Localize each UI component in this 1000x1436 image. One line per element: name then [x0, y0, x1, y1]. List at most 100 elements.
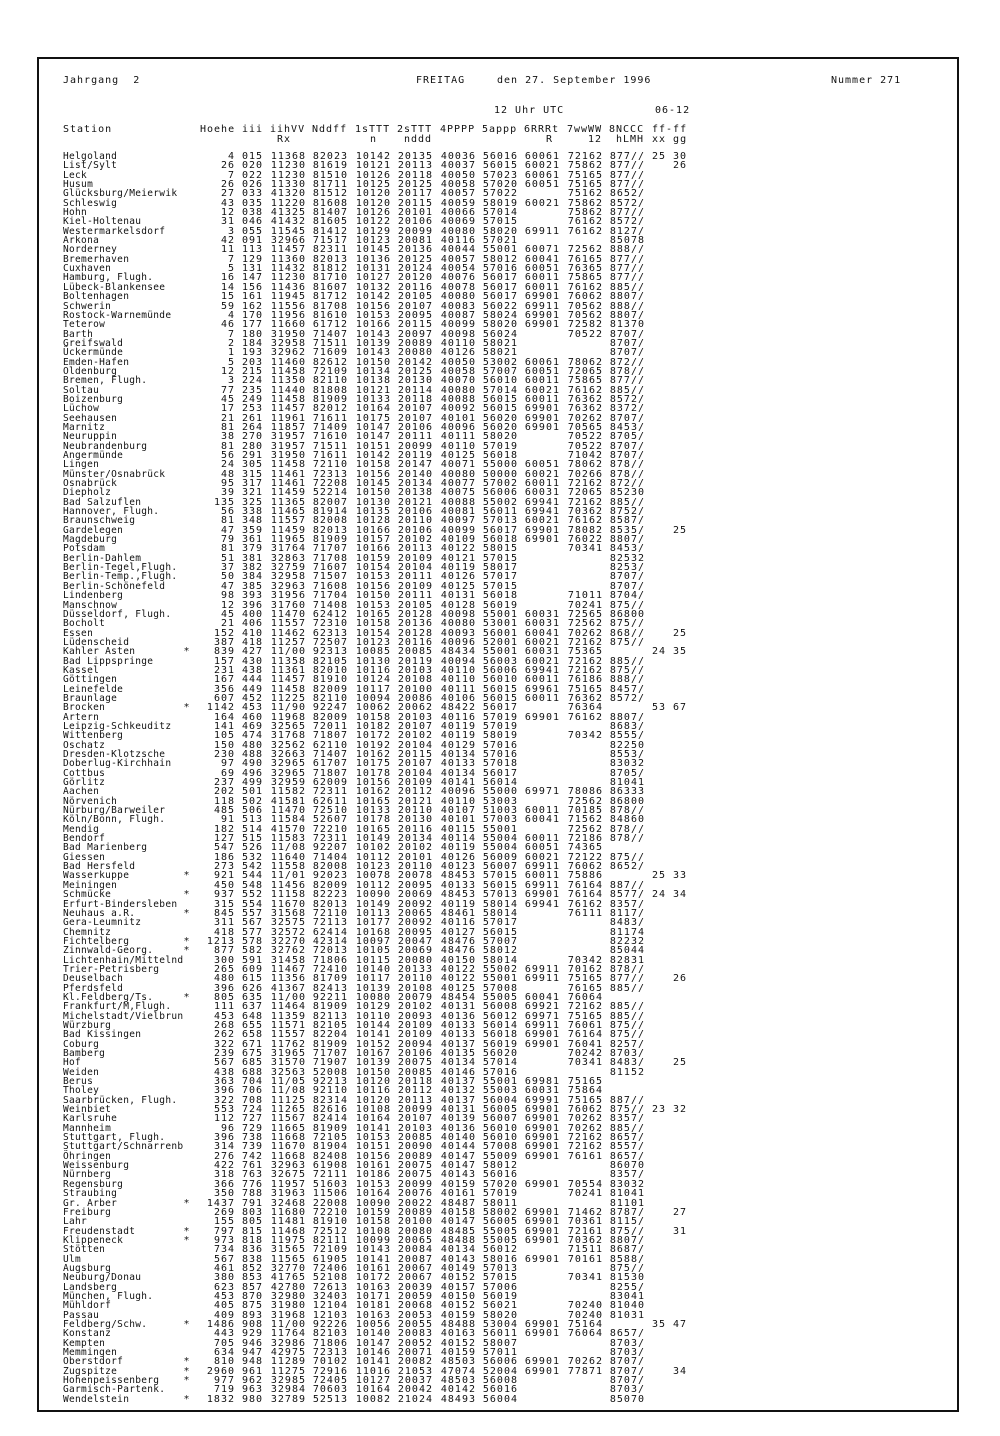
- station-name: Memmingen: [63, 1347, 118, 1358]
- cell-1sTTT: 10177: [355, 917, 391, 929]
- cell-1sTTT: 10140: [355, 963, 391, 975]
- cell-8NCCC: 877//: [609, 263, 645, 275]
- cell-2sTTT: 20128: [397, 608, 433, 620]
- cell-hoehe: 45: [220, 393, 235, 405]
- table-row: Emden-Hafen 5 203 11460 82612 10150 20142 40050…: [0, 357, 1000, 367]
- cell-4PPPP: 40128: [440, 599, 476, 611]
- cell-Nddff: 62009: [312, 777, 348, 789]
- cell-2sTTT: 20136: [397, 244, 433, 256]
- cell-hoehe: 4: [227, 151, 235, 162]
- station-name: Manschnow: [63, 599, 118, 611]
- cell-6RRRt: 69901: [524, 1178, 560, 1190]
- cell-hoehe: 237: [213, 777, 235, 789]
- cell-6RRRt: 60011: [524, 692, 560, 704]
- cell-2sTTT: 20109: [397, 580, 433, 592]
- cell-iii: 615: [241, 973, 263, 985]
- cell-iihVV: 11356: [270, 973, 306, 985]
- station-name: Freudenstadt: [63, 1225, 136, 1237]
- cell-iii: 671: [241, 1038, 263, 1050]
- cell-4PPPP: 40127: [440, 926, 476, 938]
- cell-hoehe: 877: [213, 945, 235, 957]
- cell-4PPPP: 40110: [440, 337, 476, 349]
- cell-iii: 577: [241, 926, 263, 938]
- cell-iihVV: 11557: [270, 1029, 306, 1041]
- cell-7wwWW: 75165: [567, 683, 603, 695]
- cell-ff-gg: 32: [672, 1104, 687, 1116]
- station-name: Berlin-Temp.,Flugh.: [63, 571, 178, 583]
- cell-Nddff: 72311: [312, 833, 348, 845]
- station-name: Göttingen: [63, 674, 118, 686]
- cell-2sTTT: 20065: [397, 907, 433, 919]
- cell-2sTTT: 20118: [397, 1076, 433, 1088]
- cell-Nddff: 62313: [312, 627, 348, 639]
- cell-hoehe: 268: [213, 1019, 235, 1031]
- cell-Nddff: 71511: [312, 440, 348, 452]
- cell-1sTTT: 10143: [355, 328, 391, 340]
- cell-7wwWW: 75862: [567, 207, 603, 219]
- cell-iihVV: 31768: [270, 730, 306, 742]
- cell-8NCCC: 8807/: [609, 1234, 645, 1246]
- cell-iihVV: 11368: [270, 151, 306, 162]
- cell-5appp: 56011: [482, 506, 518, 518]
- cell-5appp: 55000: [482, 786, 518, 798]
- mountain-station-marker: *: [183, 889, 191, 901]
- cell-Nddff: 72512: [312, 1225, 348, 1237]
- table-row: Lüchow 17 253 11457 82012 10164 20107 40092 5601…: [0, 403, 1000, 415]
- cell-Nddff: 92213: [312, 1076, 348, 1088]
- cell-1sTTT: 10125: [355, 179, 391, 191]
- table-row: Kiel-Holtenau 31 046 41432 81605 10122 20106 40…: [0, 217, 1000, 227]
- col-hoehe: Hoehe: [200, 124, 236, 135]
- station-name: Bad Marienberg: [63, 842, 148, 854]
- table-row: Regensburg 366 776 11957 51603 10153 20099 4015…: [0, 1178, 1000, 1190]
- cell-2sTTT: 20069: [397, 889, 433, 901]
- cell-7wwWW: 75162: [567, 188, 603, 200]
- cell-7wwWW: 70554: [567, 1178, 603, 1190]
- cell-Nddff: 72510: [312, 805, 348, 817]
- table-row: Bad Marienberg 547 526 11/08 92207 10102 20102…: [0, 842, 1000, 854]
- cell-5appp: 55009: [482, 1150, 518, 1162]
- cell-iihVV: 31570: [270, 1057, 306, 1069]
- cell-8NCCC: 83032: [609, 1178, 645, 1190]
- cell-iihVV: 32562: [270, 739, 306, 751]
- cell-Nddff: 81610: [312, 309, 348, 321]
- cell-8NCCC: 83032: [609, 758, 645, 770]
- cell-Nddff: 71907: [312, 1057, 348, 1069]
- cell-5appp: 56017: [482, 291, 518, 303]
- cell-hoehe: 409: [213, 1309, 235, 1321]
- cell-hoehe: 438: [213, 1066, 235, 1078]
- station-name: Leipzig-Schkeuditz: [63, 720, 172, 732]
- cell-1sTTT: 10115: [355, 954, 391, 966]
- station-name: Giessen: [63, 851, 106, 863]
- cell-5appp: 51003: [482, 805, 518, 817]
- cell-hoehe: 7: [227, 328, 235, 340]
- cell-1sTTT: 10151: [355, 1141, 391, 1153]
- cell-iihVV: 11459: [270, 524, 306, 536]
- cell-7wwWW: 72186: [567, 833, 603, 845]
- cell-5appp: 56005: [482, 1216, 518, 1228]
- cell-hoehe: 973: [213, 1234, 235, 1246]
- cell-7wwWW: 70362: [567, 506, 603, 518]
- cell-Nddff: 62414: [312, 926, 348, 938]
- mountain-station-marker: *: [183, 1393, 191, 1405]
- page-frame: [37, 57, 959, 1412]
- cell-4PPPP: 40123: [440, 861, 476, 873]
- cell-Nddff: 81812: [312, 263, 348, 275]
- cell-hoehe: 47: [220, 580, 235, 592]
- cell-1sTTT: 10129: [355, 225, 391, 237]
- cell-ff-xx: 24: [651, 889, 666, 901]
- cell-5appp: 57014: [482, 384, 518, 396]
- cell-4PPPP: 40111: [440, 431, 476, 443]
- cell-iihVV: 32986: [270, 1337, 306, 1349]
- cell-2sTTT: 20111: [397, 431, 433, 443]
- cell-hoehe: 387: [213, 636, 235, 648]
- cell-iii: 253: [241, 403, 263, 415]
- cell-1sTTT: 10133: [355, 805, 391, 817]
- cell-iihVV: 32468: [270, 1197, 306, 1209]
- station-name: Konstanz: [63, 1328, 112, 1340]
- cell-iii: 567: [241, 917, 263, 929]
- cell-iii: 554: [241, 898, 263, 910]
- cell-8NCCC: 86800: [609, 608, 645, 620]
- cell-1sTTT: 10126: [355, 169, 391, 181]
- cell-8NCCC: 875//: [609, 618, 645, 630]
- station-name: Bendorf: [63, 833, 106, 845]
